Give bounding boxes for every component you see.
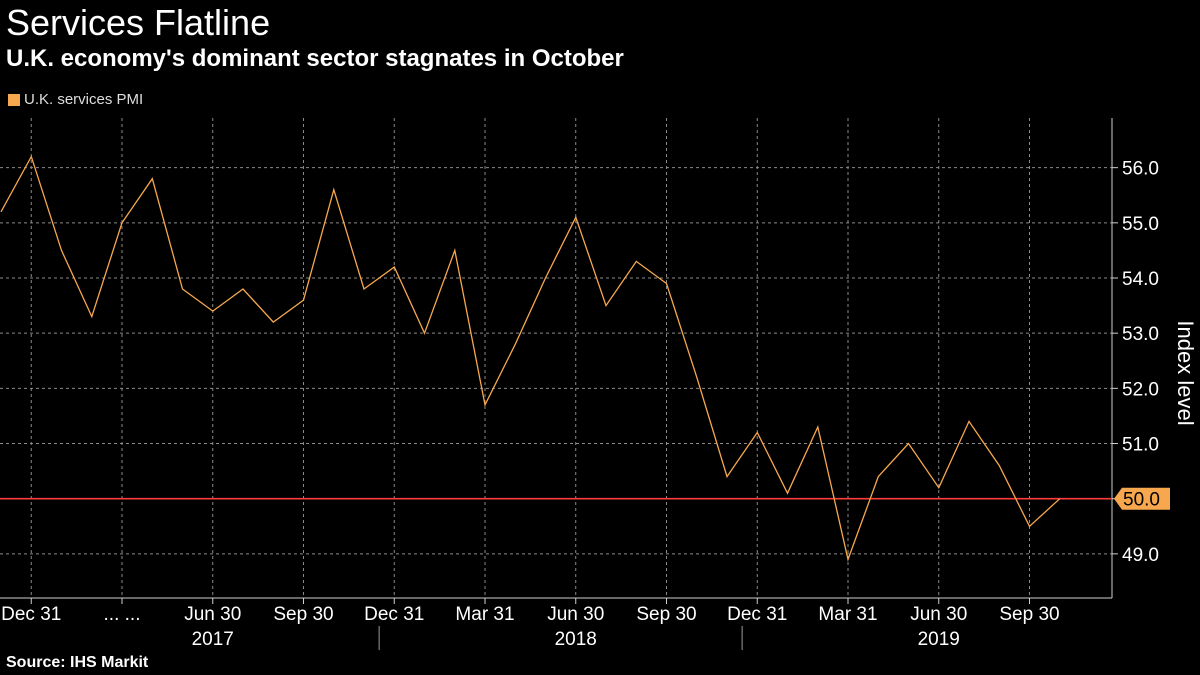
x-tick-label: Mar 31 [818, 604, 877, 625]
x-tick-label: ... ... [104, 604, 141, 625]
x-tick-label: Jun 30 [547, 604, 604, 625]
y-tick-label: 51.0 [1122, 435, 1159, 456]
axes [0, 118, 1118, 650]
y-tick-label: 52.0 [1122, 379, 1159, 400]
source-note: Source: IHS Markit [6, 654, 149, 671]
x-tick-label: Sep 30 [999, 604, 1059, 625]
legend-label: U.K. services PMI [24, 91, 144, 108]
last-value-badge [1114, 487, 1170, 510]
x-tick-label: Mar 31 [455, 604, 514, 625]
horizontal-gridlines [0, 167, 1112, 555]
x-tick-label: Sep 30 [636, 604, 696, 625]
x-year-label: 2018 [555, 629, 597, 650]
y-axis-label: Index level [1173, 320, 1198, 425]
x-tick-labels: Dec 31 ... ... Jun 30 Sep 30 Dec 31 Mar 31 Jun… [1, 604, 1059, 650]
y-tick-label: 49.0 [1122, 545, 1159, 566]
y-tick-label: 54.0 [1122, 269, 1159, 290]
vertical-gridlines [30, 118, 1030, 598]
last-value-label: 50.0 [1123, 490, 1160, 511]
x-tick-label: Sep 30 [273, 604, 333, 625]
chart-subtitle: U.K. economy's dominant sector stagnates… [6, 45, 624, 72]
y-tick-label: 55.0 [1122, 214, 1159, 235]
chart-title: Services Flatline [6, 2, 271, 43]
y-tick-label: 53.0 [1122, 324, 1159, 345]
legend: U.K. services PMI [8, 91, 143, 108]
x-tick-label: Dec 31 [727, 604, 787, 625]
x-tick-label: Jun 30 [184, 604, 241, 625]
x-tick-label: Jun 30 [910, 604, 967, 625]
x-tick-label: Dec 31 [1, 604, 61, 625]
y-tick-label: 56.0 [1122, 159, 1159, 180]
series-group [0, 154, 1061, 562]
x-year-label: 2019 [918, 629, 960, 650]
y-tick-labels: 49.0 51.0 52.0 53.0 54.0 55.0 56.0 50.0 [1114, 159, 1170, 566]
legend-swatch [8, 93, 20, 106]
series-line [0, 154, 1061, 562]
x-tick-label: Dec 31 [364, 604, 424, 625]
x-year-label: 2017 [192, 629, 234, 650]
